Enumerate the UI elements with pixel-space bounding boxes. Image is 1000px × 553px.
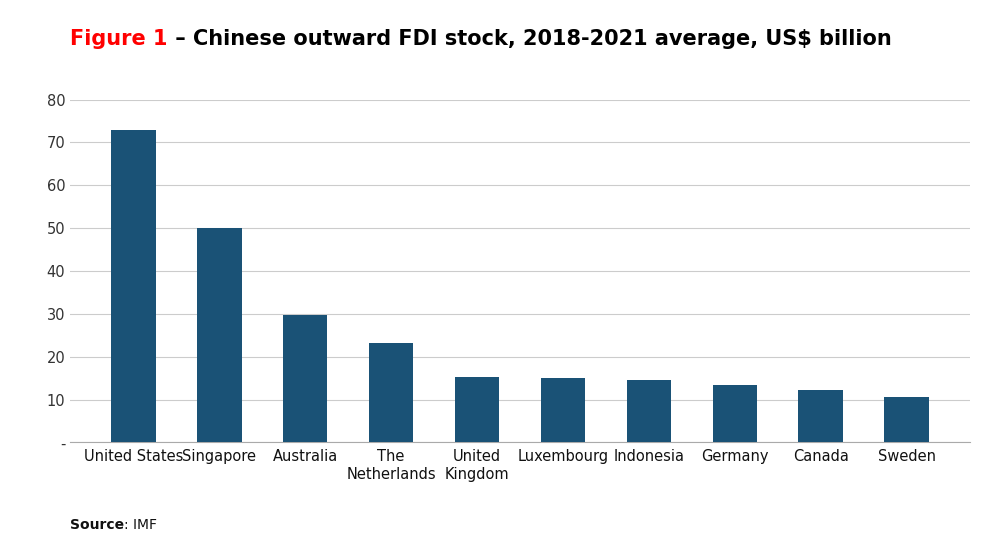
Bar <box>798 390 843 442</box>
Text: – Chinese outward FDI stock, 2018-2021 average, US$ billion: – Chinese outward FDI stock, 2018-2021 a… <box>168 29 891 49</box>
Bar <box>111 129 156 442</box>
Text: Source: Source <box>70 518 124 533</box>
Text: : IMF: : IMF <box>124 518 157 533</box>
Bar <box>627 380 671 442</box>
Bar <box>541 378 585 442</box>
Bar <box>283 315 327 442</box>
Text: Figure 1: Figure 1 <box>70 29 168 49</box>
Bar <box>713 384 757 442</box>
Bar <box>884 397 929 442</box>
Bar <box>369 342 413 442</box>
Bar <box>197 228 242 442</box>
Bar <box>455 377 499 442</box>
